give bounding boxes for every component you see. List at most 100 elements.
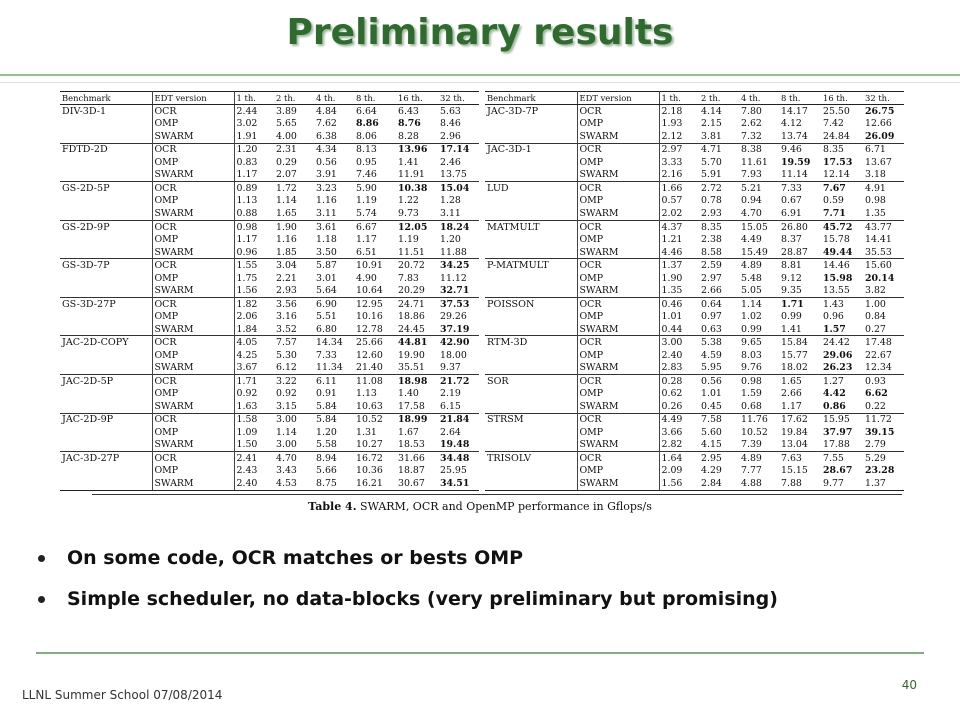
gflops-cell: 1.16 <box>316 195 337 207</box>
table-row: JAC-2D-COPY OCR 4.05 7.57 14.34 25.66 44.81 42.… <box>60 335 479 349</box>
edt-version: OCR <box>577 374 660 388</box>
edt-version: OCR <box>577 219 660 234</box>
edt-version: SWARM <box>577 438 660 452</box>
gflops-cell: 0.63 <box>701 323 722 335</box>
gflops-cell: 2.06 <box>236 311 258 323</box>
table-row: JAC-2D-9P OCR 1.58 3.00 5.84 10.52 18.99 21.84 <box>60 412 479 427</box>
gflops-cell: 7.80 <box>739 103 779 118</box>
column-header: EDT version <box>577 91 660 105</box>
table-row: OMP 3.66 5.60 10.52 19.84 37.97 39.15 <box>485 426 904 439</box>
gflops-cell: 0.83 <box>236 156 258 168</box>
gflops-cell: 3.11 <box>316 207 337 219</box>
gflops-cell: 1.27 <box>821 374 863 388</box>
gflops-cell: 4.49 <box>741 234 762 246</box>
table-row: POISSON OCR 0.46 0.64 1.14 1.71 1.43 1.00 <box>485 296 904 311</box>
gflops-cell: 5.64 <box>316 285 337 297</box>
table-row: SWARM 1.50 3.00 5.58 10.27 18.53 19.48 <box>60 438 479 452</box>
gflops-cell: 1.56 <box>236 285 258 297</box>
gflops-cell: 12.60 <box>356 349 383 361</box>
edt-version: OCR <box>577 142 660 157</box>
table-caption: Table 4. SWARM, OCR and OpenMP performan… <box>0 500 960 513</box>
gflops-cell: 4.70 <box>741 207 762 219</box>
gflops-cell: 7.33 <box>779 181 821 195</box>
table-row: SWARM 3.67 6.12 11.34 21.40 35.51 9.37 <box>60 361 479 375</box>
benchmark-name <box>60 245 153 259</box>
table-row: JAC-2D-5P OCR 1.71 3.22 6.11 11.08 18.98 21.72 <box>60 374 479 388</box>
gflops-cell: 4.12 <box>781 118 802 130</box>
gflops-cell: 11.12 <box>440 272 467 284</box>
gflops-cell: 6.91 <box>781 207 802 219</box>
gflops-cell: 0.56 <box>316 156 337 168</box>
gflops-cell: 1.13 <box>236 195 258 207</box>
gflops-cell: 1.21 <box>661 234 683 246</box>
edt-version: OMP <box>152 194 235 208</box>
gflops-cell: 9.77 <box>821 477 863 492</box>
table-row: SWARM 2.82 4.15 7.39 13.04 17.88 2.79 <box>485 438 904 452</box>
gflops-cell: 34.48 <box>438 451 479 465</box>
gflops-cell: 11.76 <box>739 412 779 427</box>
gflops-cell: 0.28 <box>659 374 699 388</box>
gflops-cell: 2.97 <box>701 272 722 284</box>
gflops-cell: 1.75 <box>236 272 258 284</box>
gflops-cell: 1.37 <box>659 258 699 272</box>
gflops-cell: 4.29 <box>701 465 722 477</box>
gflops-cell: 1.28 <box>440 195 461 207</box>
benchmark-name: JAC-3D-27P <box>60 451 153 465</box>
gflops-cell: 1.72 <box>274 181 314 195</box>
benchmark-name: POISSON <box>485 296 578 311</box>
column-header: 1 th. <box>234 91 274 105</box>
gflops-cell: 1.09 <box>236 426 258 438</box>
bullet-text: On some code, OCR matches or bests OMP <box>67 547 524 569</box>
gflops-cell: 1.35 <box>865 207 886 219</box>
gflops-cell: 1.66 <box>659 181 699 195</box>
benchmark-name: MATMULT <box>485 219 578 234</box>
column-header: 2 th. <box>274 91 314 105</box>
edt-version: OCR <box>152 103 235 118</box>
edt-version: OCR <box>577 412 660 427</box>
edt-version: OCR <box>577 258 660 272</box>
gflops-cell: 4.46 <box>661 246 683 258</box>
gflops-cell: 15.15 <box>781 465 808 477</box>
gflops-cell: 10.27 <box>356 439 383 451</box>
gflops-cell: 0.62 <box>661 388 683 400</box>
caption-divider <box>92 494 902 495</box>
gflops-cell: 11.08 <box>354 374 396 388</box>
edt-version: OCR <box>152 258 235 272</box>
gflops-cell: 6.38 <box>316 130 337 142</box>
benchmark-name: FDTD-2D <box>60 142 153 157</box>
results-table: Benchmark EDT version 1 th. 2 th. 4 th. 8 th.… <box>60 91 905 492</box>
gflops-cell: 7.32 <box>741 130 762 142</box>
gflops-cell: 18.98 <box>396 374 438 388</box>
gflops-cell: 0.86 <box>823 400 846 412</box>
gflops-cell: 11.14 <box>781 169 808 181</box>
gflops-cell: 3.50 <box>316 246 337 258</box>
gflops-cell: 7.62 <box>316 118 337 130</box>
gflops-cell: 15.49 <box>741 246 768 258</box>
benchmark-name <box>60 464 153 478</box>
edt-version: OCR <box>152 374 235 388</box>
gflops-cell: 4.91 <box>863 181 904 195</box>
benchmark-name: GS-2D-9P <box>60 219 153 234</box>
gflops-cell: 3.33 <box>661 156 683 168</box>
benchmark-name: GS-3D-27P <box>60 296 153 311</box>
table-body: DIV-3D-1 OCR 2.44 3.89 4.84 6.64 6.43 5.63 OMP 3.… <box>60 103 479 492</box>
gflops-cell: 19.48 <box>440 439 470 451</box>
gflops-cell: 34.25 <box>438 258 479 272</box>
gflops-cell: 2.97 <box>659 142 699 157</box>
gflops-cell: 17.62 <box>779 412 821 427</box>
edt-version: OMP <box>577 117 660 131</box>
column-header: 2 th. <box>699 91 739 105</box>
edt-version: OCR <box>152 296 235 311</box>
page-number: 40 <box>901 678 917 692</box>
gflops-cell: 0.94 <box>741 195 762 207</box>
gflops-cell: 1.00 <box>863 296 904 311</box>
gflops-cell: 3.82 <box>865 285 886 297</box>
gflops-cell: 4.25 <box>236 349 258 361</box>
gflops-cell: 1.91 <box>236 130 258 142</box>
gflops-cell: 18.87 <box>398 465 425 477</box>
gflops-cell: 2.12 <box>661 130 683 142</box>
gflops-cell: 19.84 <box>781 426 808 438</box>
edt-version: OMP <box>577 156 660 169</box>
edt-version: OMP <box>152 349 235 362</box>
gflops-cell: 4.59 <box>701 349 722 361</box>
